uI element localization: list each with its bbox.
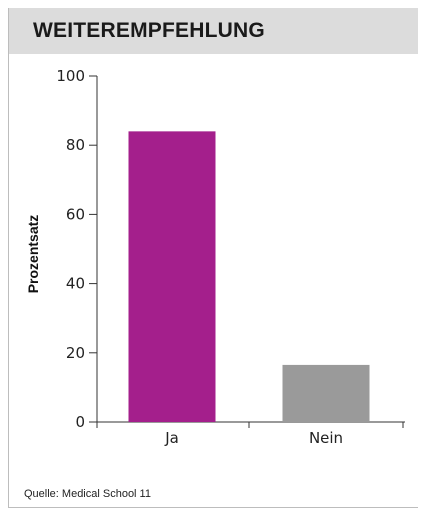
chart-bars (128, 131, 370, 423)
source-note: Quelle: Medical School 11 (24, 488, 151, 500)
chart-title: WEITEREMPFEHLUNG (33, 19, 265, 42)
x-tick-label-ja: Ja (164, 429, 179, 447)
y-tick-label: 60 (66, 205, 85, 223)
y-tick-label: 100 (56, 67, 85, 85)
y-tick-label: 80 (66, 136, 85, 154)
chart-header: WEITEREMPFEHLUNG (9, 8, 418, 54)
y-tick-label: 0 (75, 413, 85, 431)
x-tick-label-nein: Nein (309, 429, 343, 447)
chart-card: WEITEREMPFEHLUNG (8, 8, 418, 508)
chart-labels: 0 20 40 60 80 100 Ja Nein (56, 67, 343, 447)
y-tick-label: 20 (66, 344, 85, 362)
bar-ja (128, 131, 216, 423)
y-axis-label: Prozentsatz (25, 215, 41, 294)
bar-nein (282, 364, 370, 422)
y-tick-label: 40 (66, 275, 85, 293)
